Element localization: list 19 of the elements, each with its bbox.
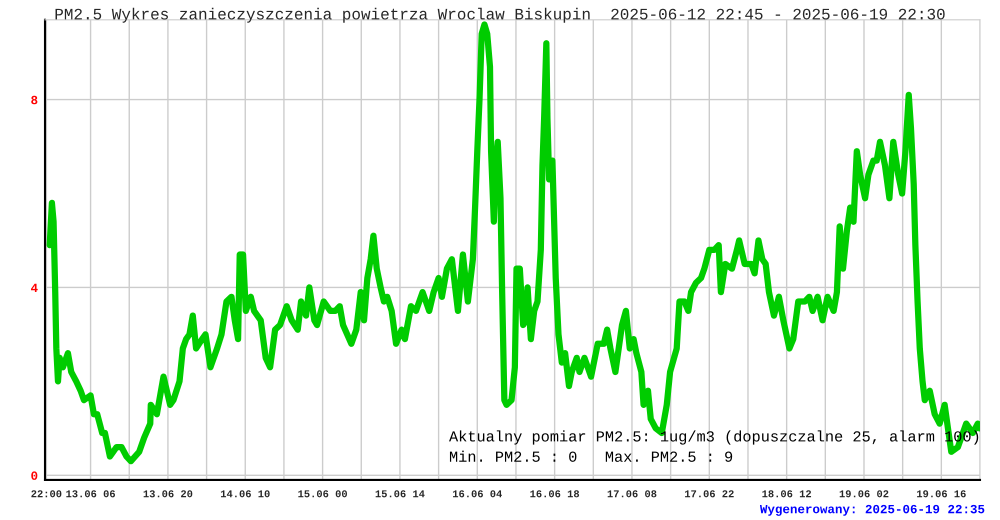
x-tick-label: 13.06 20 [144, 490, 192, 498]
x-tick-label: 14.06 10 [220, 490, 270, 498]
annotation: Min. PM2.5 : 0 Max. PM2.5 : 9 [450, 450, 732, 462]
x-tick-label: 13.06 06 [66, 490, 115, 498]
text: Wygenerowany: 2025-06-19 22:35 [760, 504, 984, 516]
x-tick-label: 19.06 02 [840, 490, 888, 498]
x-tick-label: 22:00 [31, 490, 62, 498]
x-tick-label: 15.06 00 [298, 490, 347, 498]
y-tick-label: 4 [30, 284, 38, 292]
x-tick-label: 19.06 16 [917, 490, 966, 498]
y-tick-label: 0 [31, 471, 38, 480]
x-tick-label: 16.06 18 [530, 490, 580, 498]
x-tick-label: 15.06 14 [376, 490, 425, 498]
x-tick-label: 18.06 12 [762, 490, 812, 498]
x-tick-label: 17.06 22 [685, 490, 734, 498]
x-tick-label: 17.06 08 [608, 490, 656, 498]
y-tick-label: 8 [31, 96, 38, 104]
x-tick-label: 16.06 04 [452, 490, 502, 498]
chart-title: PM2.5 Wykres zanieczyszczenia powietrza Wroclaw Biskupin 2025-06-12 22:45 - 2025-06-19 22:30 [56, 8, 945, 23]
